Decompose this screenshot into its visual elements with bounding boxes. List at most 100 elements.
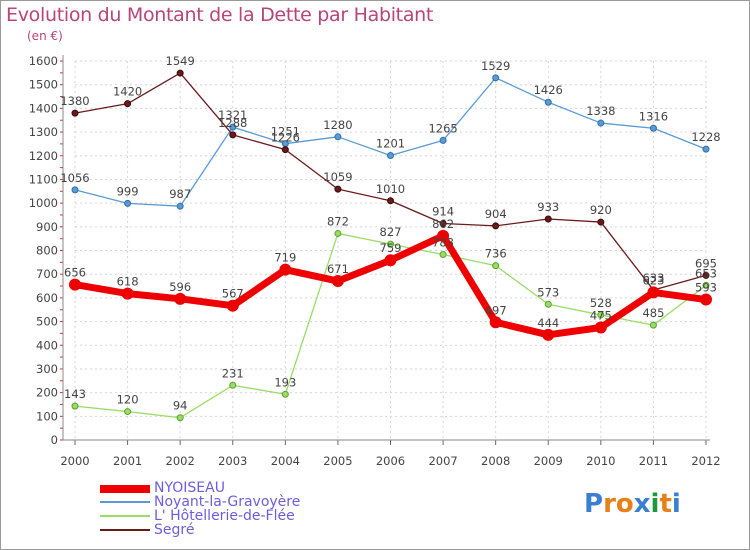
x-tick-label: 2002 (166, 454, 195, 468)
data-label-noyant: 1321 (218, 108, 247, 122)
y-tick-label: 200 (36, 386, 58, 400)
y-tick-label: 500 (36, 315, 58, 329)
data-point-noyant (544, 98, 552, 106)
data-label-nyoiseau: 671 (327, 262, 349, 276)
data-point-hotellerie (649, 321, 657, 329)
data-label-segre: 695 (695, 256, 717, 270)
logo-letter: r (603, 489, 616, 519)
y-tick-label: 1000 (29, 196, 58, 210)
data-label-segre: 1226 (271, 131, 300, 145)
data-point-noyant (387, 152, 394, 160)
data-point-hotellerie (702, 281, 710, 289)
x-tick-label: 2004 (271, 454, 300, 468)
data-label-nyoiseau: 593 (695, 281, 717, 295)
y-tick-label: 0 (51, 433, 58, 447)
legend-label-segre: Segré (154, 522, 195, 538)
data-point-nyoiseau (174, 292, 187, 305)
data-point-noyant (702, 145, 710, 153)
data-label-hotellerie: 573 (537, 285, 559, 299)
data-point-nyoiseau (647, 286, 660, 299)
data-label-segre: 933 (537, 200, 559, 214)
data-point-noyant (334, 133, 342, 141)
logo-letter: i (671, 489, 681, 519)
data-label-hotellerie: 143 (64, 387, 86, 401)
data-point-noyant (492, 74, 500, 82)
y-tick-label: 1200 (29, 149, 58, 163)
legend-swatch-noyant (100, 501, 150, 503)
data-label-noyant: 987 (169, 187, 191, 201)
y-tick-label: 1600 (29, 54, 58, 68)
data-label-nyoiseau: 656 (64, 266, 86, 280)
y-tick-label: 900 (36, 220, 58, 234)
data-point-nyoiseau (384, 254, 397, 267)
data-label-noyant: 1228 (691, 130, 720, 144)
x-tick-label: 2012 (691, 454, 720, 468)
data-label-hotellerie: 872 (327, 214, 349, 228)
data-point-nyoiseau (121, 287, 134, 300)
data-point-segre (492, 222, 500, 230)
data-point-segre (229, 131, 237, 139)
data-point-hotellerie (124, 408, 132, 416)
data-label-segre: 920 (590, 203, 612, 217)
data-point-hotellerie (492, 262, 500, 270)
data-point-noyant (176, 202, 184, 210)
logo-letter: P (584, 489, 604, 519)
data-label-segre: 1420 (113, 85, 142, 99)
data-label-segre: 1059 (323, 170, 352, 184)
data-point-segre (176, 69, 184, 77)
x-tick-label: 2003 (218, 454, 247, 468)
data-point-segre (334, 185, 342, 193)
data-point-hotellerie (334, 229, 342, 237)
data-point-hotellerie (544, 300, 552, 308)
y-tick-label: 800 (36, 244, 58, 258)
data-label-segre: 1380 (60, 94, 89, 108)
data-point-noyant (649, 124, 657, 132)
data-label-segre: 914 (432, 204, 454, 218)
y-tick-label: 1100 (29, 172, 58, 186)
data-label-noyant: 999 (117, 184, 139, 198)
data-label-nyoiseau: 618 (117, 275, 139, 289)
data-label-noyant: 1280 (323, 118, 352, 132)
data-label-nyoiseau: 862 (432, 217, 454, 231)
data-label-hotellerie: 120 (117, 393, 139, 407)
data-label-hotellerie: 231 (222, 366, 244, 380)
data-point-nyoiseau (542, 328, 555, 341)
data-point-hotellerie (597, 311, 605, 319)
x-tick-label: 2009 (534, 454, 563, 468)
data-label-nyoiseau: 497 (485, 303, 507, 317)
data-label-hotellerie: 653 (695, 266, 717, 280)
data-label-noyant: 1338 (586, 104, 615, 118)
data-point-nyoiseau (437, 229, 450, 242)
data-point-nyoiseau (594, 321, 607, 334)
data-point-hotellerie (387, 240, 394, 248)
data-label-hotellerie: 736 (485, 247, 507, 261)
data-label-hotellerie: 827 (380, 225, 402, 239)
data-point-hotellerie (439, 251, 447, 259)
data-point-noyant (229, 123, 237, 131)
x-tick-label: 2007 (428, 454, 457, 468)
logo-letter: o (615, 489, 634, 519)
data-point-segre (597, 218, 605, 226)
y-tick-label: 600 (36, 291, 58, 305)
legend-label-noyant: Noyant-la-Gravoyère (154, 494, 301, 510)
data-label-hotellerie: 783 (432, 236, 454, 250)
data-point-nyoiseau (226, 299, 239, 312)
y-tick-label: 1500 (29, 78, 58, 92)
y-tick-label: 300 (36, 362, 58, 376)
x-tick-label: 2001 (113, 454, 142, 468)
data-point-hotellerie (281, 390, 289, 398)
y-tick-label: 700 (36, 267, 58, 281)
data-label-hotellerie: 528 (590, 296, 612, 310)
data-point-noyant (124, 199, 132, 207)
proxiti-logo: Proxiti (584, 489, 681, 519)
legend-swatch-hotellerie (100, 515, 150, 517)
data-point-hotellerie (176, 414, 184, 422)
legend-label-hotellerie: L' Hôtellerie-de-Flée (154, 508, 295, 524)
data-point-segre (124, 100, 132, 108)
logo-letter: x (633, 489, 651, 519)
data-label-nyoiseau: 759 (380, 241, 402, 255)
data-point-hotellerie (229, 381, 237, 389)
data-point-segre (71, 109, 79, 117)
